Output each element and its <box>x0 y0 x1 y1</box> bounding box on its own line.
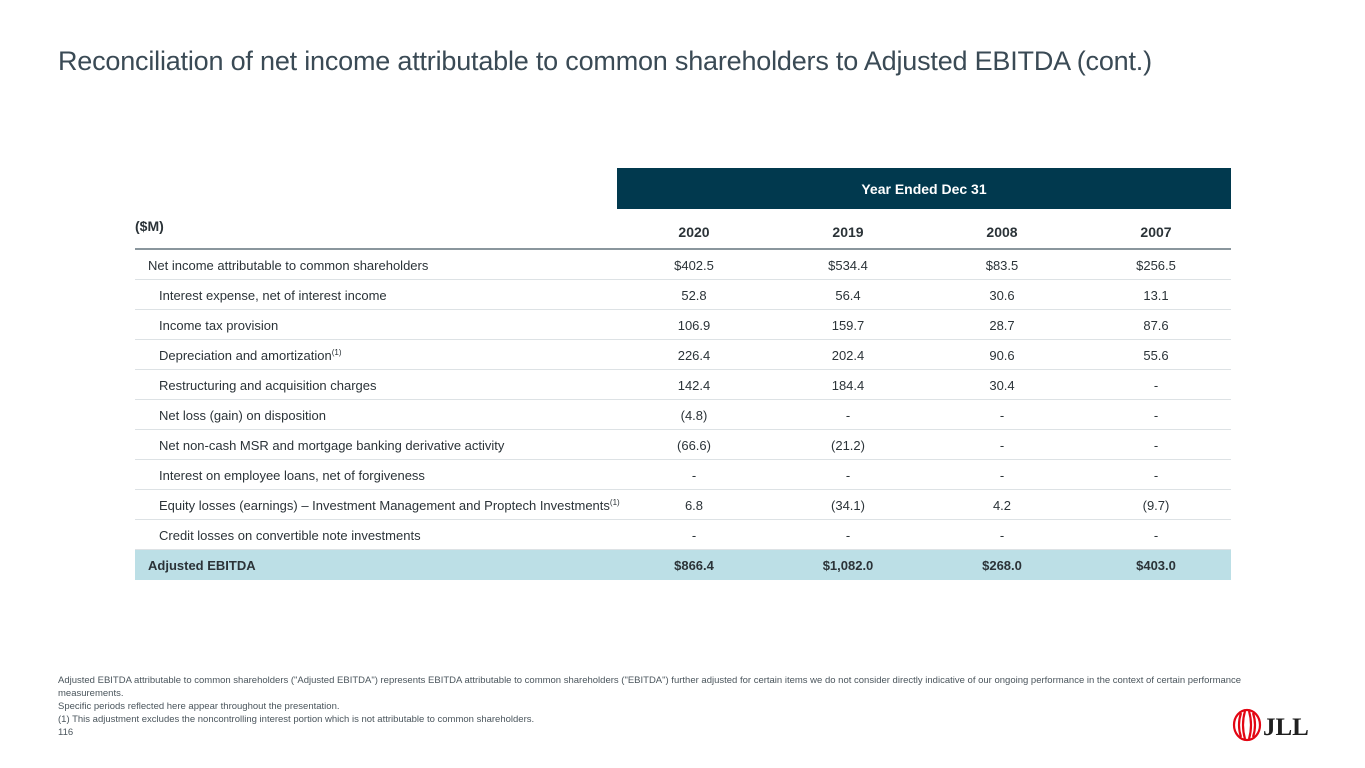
value-cell: - <box>1153 408 1159 423</box>
footnote-periods: Specific periods reflected here appear t… <box>58 701 340 712</box>
table-row: Interest on employee loans, net of forgi… <box>135 460 1231 490</box>
value-cell: 52.8 <box>681 288 707 303</box>
table-row: Net non-cash MSR and mortgage banking de… <box>135 430 1231 460</box>
table-row: Income tax provision 106.9 159.7 28.7 87.6 <box>135 310 1231 340</box>
column-header: 2007 <box>1140 224 1172 240</box>
row-label-text: Income tax provision <box>159 318 279 333</box>
table-row: Net income attributable to common shareh… <box>135 250 1231 280</box>
value-cell: 90.6 <box>989 348 1015 363</box>
value-cell: $866.4 <box>674 558 714 573</box>
value-cell: - <box>691 468 697 483</box>
total-row: Adjusted EBITDA $866.4 $1,082.0 $268.0 $403.… <box>135 550 1231 580</box>
row-label: Restructuring and acquisition charges <box>159 378 377 393</box>
value-cell: - <box>1153 378 1159 393</box>
column-header: 2020 <box>678 224 710 240</box>
value-cell: - <box>1153 528 1159 543</box>
value-cell: - <box>845 408 851 423</box>
row-label-text: Net loss (gain) on disposition <box>159 408 326 423</box>
value-cell: $256.5 <box>1136 258 1176 273</box>
value-cell: (21.2) <box>831 438 865 453</box>
value-cell: - <box>1153 468 1159 483</box>
footnote-marker: (1) <box>331 348 342 357</box>
value-cell: 30.4 <box>989 378 1015 393</box>
row-label: Credit losses on convertible note invest… <box>159 528 421 543</box>
value-cell: - <box>845 468 851 483</box>
row-label: Equity losses (earnings) – Investment Ma… <box>159 498 620 513</box>
table-row: Depreciation and amortization(1) 226.4 202… <box>135 340 1231 370</box>
table-row: Net loss (gain) on disposition (4.8) - - - <box>135 400 1231 430</box>
value-cell: 87.6 <box>1143 318 1169 333</box>
row-label-text: Restructuring and acquisition charges <box>159 378 377 393</box>
row-label-text: Interest on employee loans, net of forgi… <box>159 468 425 483</box>
row-label: Income tax provision <box>159 318 278 333</box>
value-cell: - <box>1153 438 1159 453</box>
value-cell: 202.4 <box>831 348 865 363</box>
value-cell: - <box>691 528 697 543</box>
row-label-text: Interest expense, net of interest income <box>159 288 387 303</box>
value-cell: $402.5 <box>674 258 714 273</box>
page-number: 116 <box>58 727 74 738</box>
table-row: Interest expense, net of interest income… <box>135 280 1231 310</box>
value-cell: - <box>999 528 1005 543</box>
footnote-marker: (1) <box>609 498 620 507</box>
page-title: Reconciliation of net income attributabl… <box>58 46 1152 76</box>
row-label-text: Net income attributable to common shareh… <box>148 258 429 273</box>
row-label: Interest expense, net of interest income <box>159 288 387 303</box>
value-cell: $534.4 <box>828 258 868 273</box>
row-label-text: Depreciation and amortization <box>159 348 332 363</box>
footnote-definition: Adjusted EBITDA attributable to common s… <box>58 675 1242 699</box>
footnotes: Adjusted EBITDA attributable to common s… <box>58 674 1278 739</box>
value-cell: $268.0 <box>982 558 1022 573</box>
value-cell: - <box>999 438 1005 453</box>
value-cell: 56.4 <box>835 288 861 303</box>
value-cell: (34.1) <box>831 498 865 513</box>
row-label-text: Equity losses (earnings) – Investment Ma… <box>159 498 610 513</box>
value-cell: - <box>845 528 851 543</box>
row-label: Net income attributable to common shareh… <box>148 258 428 273</box>
row-label-text: Net non-cash MSR and mortgage banking de… <box>159 438 505 453</box>
table-row: Credit losses on convertible note invest… <box>135 520 1231 550</box>
logo-text: JLL <box>1263 714 1308 741</box>
row-label-text: Credit losses on convertible note invest… <box>159 528 421 543</box>
row-label: Interest on employee loans, net of forgi… <box>159 468 425 483</box>
value-cell: $403.0 <box>1136 558 1176 573</box>
value-cell: 226.4 <box>677 348 711 363</box>
value-cell: 30.6 <box>989 288 1015 303</box>
footnote-1: (1) This adjustment excludes the noncont… <box>58 714 535 725</box>
row-label: Net loss (gain) on disposition <box>159 408 326 423</box>
year-ended-header: Year Ended Dec 31 <box>617 168 1231 209</box>
table-body: Net income attributable to common shareh… <box>135 250 1231 580</box>
row-label: Depreciation and amortization(1) <box>159 348 342 363</box>
row-label-text: Adjusted EBITDA <box>148 558 256 573</box>
value-cell: $83.5 <box>985 258 1019 273</box>
value-cell: 159.7 <box>831 318 865 333</box>
value-cell: - <box>999 408 1005 423</box>
value-cell: 4.2 <box>992 498 1012 513</box>
jll-flame-logo-icon: JLL <box>1232 708 1308 742</box>
column-header: 2008 <box>986 224 1018 240</box>
value-cell: 28.7 <box>989 318 1015 333</box>
table-row: Equity losses (earnings) – Investment Ma… <box>135 490 1231 520</box>
row-label: Net non-cash MSR and mortgage banking de… <box>159 438 504 453</box>
value-cell: (9.7) <box>1142 498 1170 513</box>
row-label: Adjusted EBITDA <box>148 558 256 573</box>
units-label: ($M) <box>135 218 164 234</box>
column-header: 2019 <box>832 224 864 240</box>
value-cell: 13.1 <box>1143 288 1169 303</box>
column-headers: 2020 2019 2008 2007 <box>135 224 1231 250</box>
value-cell: (4.8) <box>680 408 708 423</box>
value-cell: 106.9 <box>677 318 711 333</box>
value-cell: (66.6) <box>677 438 711 453</box>
value-cell: 6.8 <box>684 498 704 513</box>
value-cell: 55.6 <box>1143 348 1169 363</box>
value-cell: 184.4 <box>831 378 865 393</box>
value-cell: $1,082.0 <box>822 558 874 573</box>
value-cell: 142.4 <box>677 378 711 393</box>
table-row: Restructuring and acquisition charges 142… <box>135 370 1231 400</box>
value-cell: - <box>999 468 1005 483</box>
